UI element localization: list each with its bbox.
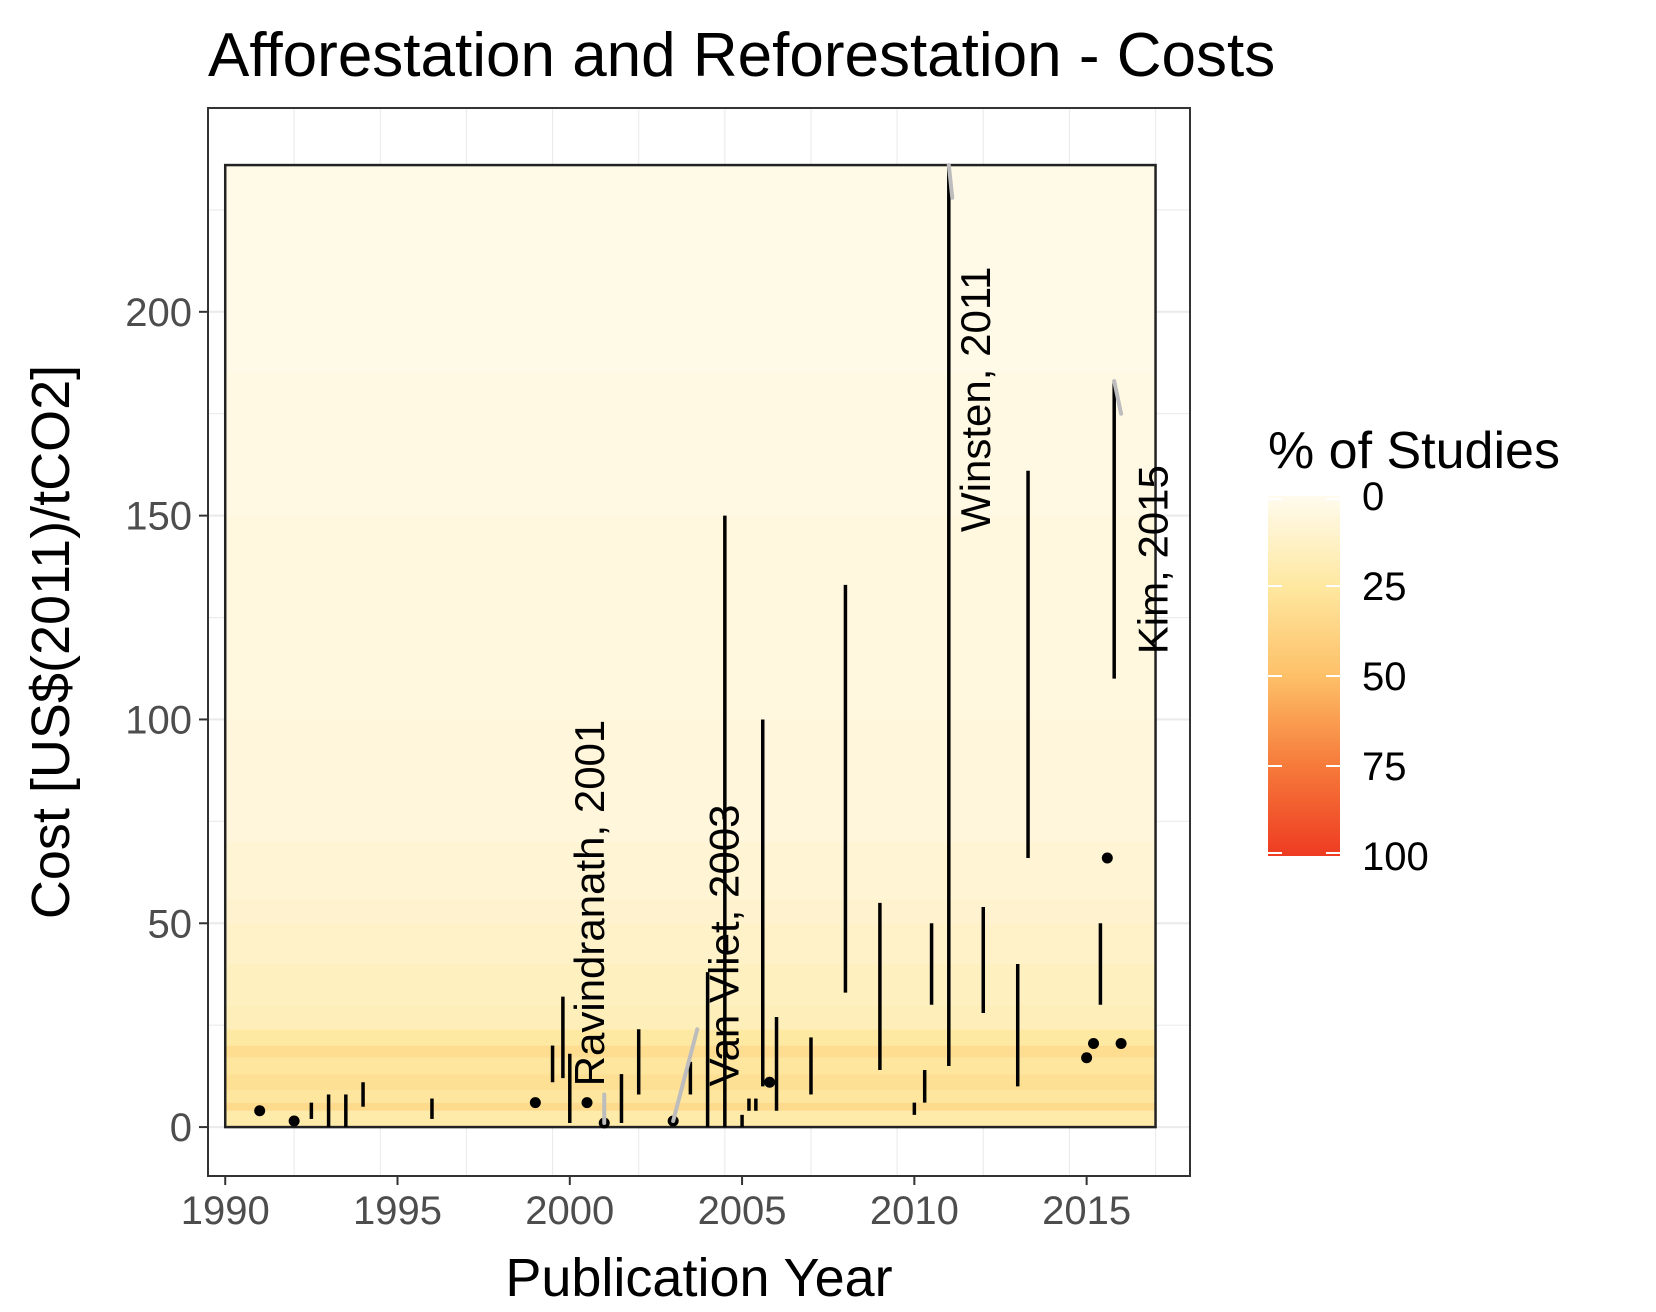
- density-band: [225, 372, 1156, 516]
- annotation-leader-line: [671, 1027, 700, 1123]
- x-tick-label: 2010: [870, 1189, 959, 1233]
- annotation-leader-line: [1112, 379, 1124, 416]
- legend-tick-label: 25: [1362, 565, 1407, 609]
- cost-point: [764, 1076, 776, 1088]
- legend: % of Studies 0 25 50 75 100: [1268, 422, 1560, 879]
- density-band: [225, 841, 1156, 899]
- density-band: [225, 964, 1156, 1005]
- density-band: [225, 923, 1156, 965]
- density-band: [225, 1004, 1156, 1030]
- density-band-border: [223, 163, 1157, 1129]
- annotation-label: Winsten, 2011: [952, 267, 999, 532]
- cost-point: [1115, 1038, 1127, 1050]
- annotation-label: Van Vliet, 2003: [701, 805, 748, 1087]
- density-band: [225, 1102, 1156, 1111]
- annotation-layer: Ravindranath, 2001 Van Vliet, 2003 Winsten…: [566, 163, 1177, 1126]
- density-band: [225, 1110, 1156, 1128]
- cost-point: [288, 1115, 300, 1127]
- chart-title: Afforestation and Reforestation - Costs: [208, 21, 1275, 90]
- density-band: [225, 1029, 1156, 1046]
- cost-point: [581, 1097, 593, 1109]
- cost-point: [529, 1097, 541, 1109]
- panel-border: [207, 107, 1191, 1177]
- y-tick-label: 0: [170, 1106, 192, 1150]
- x-tick-label: 1995: [353, 1189, 442, 1233]
- legend-tick-label: 50: [1362, 655, 1407, 699]
- y-tick-label: 200: [125, 291, 192, 335]
- legend-tick-label: 75: [1362, 745, 1407, 789]
- density-band: [225, 515, 1156, 720]
- y-axis: 0 50 100 150 200: [125, 291, 208, 1150]
- cost-point: [1101, 852, 1113, 864]
- y-tick-label: 50: [148, 902, 193, 946]
- x-axis-title: Publication Year: [505, 1248, 892, 1308]
- x-tick-label: 1990: [181, 1189, 270, 1233]
- legend-tick-label: 100: [1362, 835, 1429, 879]
- x-tick-label: 2000: [525, 1189, 614, 1233]
- annotation-leader-line: [946, 163, 955, 200]
- x-tick-label: 2005: [698, 1189, 787, 1233]
- y-axis-title: Cost [US$(2011)/tCO2]: [21, 365, 81, 919]
- legend-tick-label: 0: [1362, 475, 1384, 519]
- density-band: [225, 719, 1156, 842]
- cost-point: [254, 1105, 266, 1117]
- cost-point: [1081, 1052, 1093, 1064]
- y-tick-label: 150: [125, 495, 192, 539]
- legend-ticks: 0 25 50 75 100: [1268, 475, 1429, 879]
- x-tick-label: 2015: [1042, 1189, 1131, 1233]
- annotation-label: Kim, 2015: [1130, 465, 1177, 654]
- legend-title: % of Studies: [1268, 422, 1560, 480]
- annotation-label: Ravindranath, 2001: [566, 720, 613, 1087]
- y-tick-label: 100: [125, 698, 192, 742]
- x-axis: 1990 1995 2000 2005 2010 2015: [181, 1176, 1131, 1233]
- marks-layer: [254, 165, 1127, 1129]
- density-band: [225, 898, 1156, 924]
- density-band: [225, 165, 1156, 373]
- cost-point: [1088, 1038, 1100, 1050]
